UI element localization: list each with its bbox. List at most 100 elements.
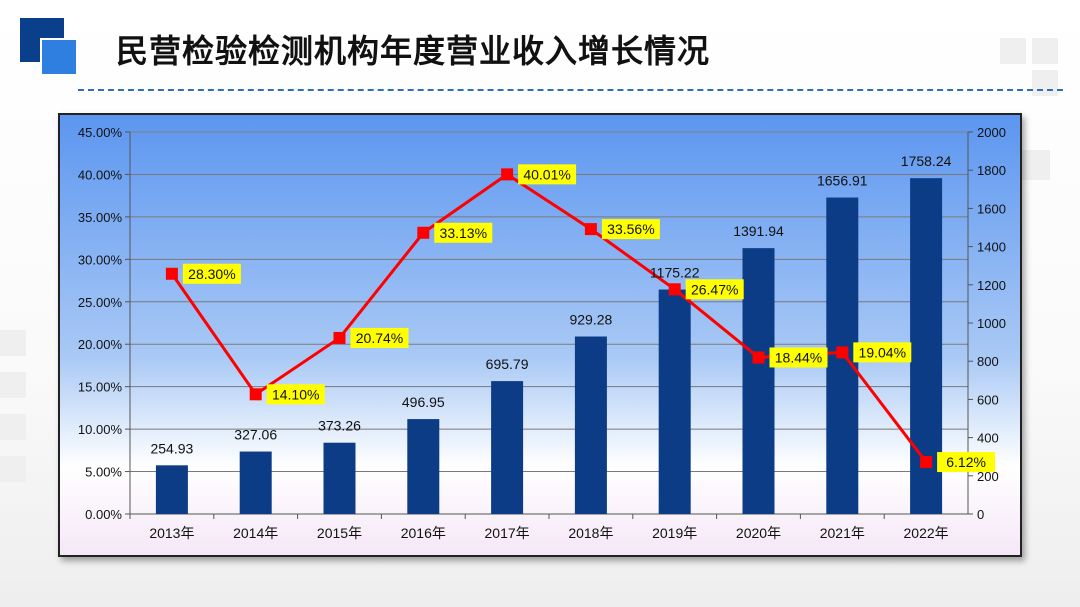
revenue-value-label: 1391.94 [733, 223, 784, 239]
growth-rate-label: 18.44% [775, 349, 822, 365]
growth-rate-marker [836, 346, 849, 359]
revenue-bar [574, 336, 607, 514]
revenue-value-label: 327.06 [234, 427, 277, 443]
x-axis-tick-label: 2018年 [568, 525, 613, 541]
revenue-value-label: 695.79 [486, 356, 529, 372]
decor-square [1032, 38, 1058, 64]
left-axis-tick-label: 5.00% [85, 465, 122, 480]
revenue-value-label: 1758.24 [901, 153, 952, 169]
right-axis-tick-label: 600 [977, 392, 999, 407]
growth-rate-marker [333, 331, 346, 344]
title-divider [78, 89, 1063, 91]
growth-rate-label-background [685, 279, 744, 300]
growth-rate-marker [165, 267, 178, 280]
revenue-bar [658, 289, 691, 514]
growth-rate-marker [501, 168, 514, 181]
growth-rate-label-background [350, 327, 409, 348]
revenue-value-label: 929.28 [569, 312, 612, 328]
decor-square [0, 414, 26, 440]
right-axis-tick-label: 1200 [977, 278, 1006, 293]
left-axis-tick-label: 0.00% [85, 507, 122, 522]
revenue-bar [742, 248, 775, 514]
page-title: 民营检验检测机构年度营业收入增长情况 [116, 32, 711, 70]
growth-rate-label-background [182, 263, 241, 284]
revenue-value-label: 1175.22 [650, 265, 700, 281]
right-axis-tick-label: 0 [977, 507, 984, 522]
growth-rate-label-group: 6.12% [937, 452, 996, 473]
growth-rate-label-group: 33.56% [601, 219, 660, 240]
left-axis-tick-label: 25.00% [78, 295, 123, 310]
growth-rate-label-background [937, 452, 996, 473]
right-axis-tick-label: 200 [977, 469, 999, 484]
growth-rate-label-group: 20.74% [350, 327, 409, 348]
revenue-value-label: 373.26 [318, 418, 361, 434]
revenue-bar [155, 465, 188, 514]
logo-square-light [40, 38, 78, 76]
left-axis-tick-label: 35.00% [78, 210, 123, 225]
revenue-value-label: 1656.91 [817, 173, 868, 189]
growth-rate-label-background [266, 384, 325, 405]
left-axis-tick-label: 30.00% [78, 252, 123, 267]
right-axis-tick-label: 2000 [977, 125, 1006, 140]
growth-rate-label-background [601, 219, 660, 240]
right-axis-tick-label: 400 [977, 431, 999, 446]
x-axis-tick-label: 2020年 [736, 525, 781, 541]
growth-rate-label-group: 33.13% [434, 222, 493, 243]
decor-square [0, 330, 26, 356]
right-axis-tick-label: 1400 [977, 240, 1006, 255]
growth-rate-marker [249, 388, 262, 401]
x-axis-tick-label: 2014年 [233, 525, 278, 541]
growth-rate-label: 33.13% [440, 225, 487, 241]
revenue-bar [239, 451, 272, 514]
growth-rate-line [165, 168, 933, 469]
growth-rate-label: 19.04% [859, 344, 906, 360]
growth-rate-label-group: 28.30% [182, 263, 241, 284]
right-axis-tick-label: 1800 [977, 163, 1006, 178]
revenue-bars [155, 178, 943, 515]
x-axis-tick-label: 2015年 [317, 525, 362, 541]
x-axis-tick-label: 2019年 [652, 525, 697, 541]
right-axis-tick-label: 1600 [977, 201, 1006, 216]
decor-square [0, 456, 26, 482]
growth-rate-label-group: 14.10% [266, 384, 325, 405]
growth-rate-marker [920, 456, 933, 469]
right-axis-tick-label: 1000 [977, 316, 1006, 331]
decor-square [1000, 38, 1026, 64]
decor-square [1032, 70, 1058, 96]
x-axis-tick-label: 2022年 [904, 525, 949, 541]
left-axis-tick-label: 40.00% [78, 167, 123, 182]
left-axis-tick-label: 45.00% [78, 125, 123, 140]
x-axis-tick-label: 2021年 [820, 525, 865, 541]
chart-frame: 0.00% 5.00% 10.00% 15.00% 20.00% 25.00% 30.00%… [58, 113, 1022, 557]
growth-rate-label: 20.74% [356, 330, 403, 346]
left-axis-tick-label: 20.00% [78, 337, 123, 352]
revenue-bar [491, 381, 524, 514]
x-axis-tick-label: 2016年 [401, 525, 446, 541]
growth-rate-marker [584, 223, 597, 236]
revenue-value-label: 496.95 [402, 394, 445, 410]
data-labels: 254.93 327.06 373.26 496.95 695.79 929.28 1175… [150, 153, 996, 473]
growth-rate-label: 6.12% [946, 454, 986, 470]
growth-rate-label: 33.56% [607, 221, 654, 237]
growth-rate-label: 28.30% [188, 266, 235, 282]
right-axis-tick-label: 800 [977, 354, 999, 369]
growth-rate-label-group: 26.47% [685, 279, 744, 300]
revenue-bar [323, 442, 356, 514]
x-axis-tick-label: 2013年 [149, 525, 194, 541]
growth-rate-label-group: 18.44% [769, 347, 828, 368]
growth-rate-label: 40.01% [523, 166, 570, 182]
decor-square [0, 372, 26, 398]
growth-rate-label-background [434, 222, 493, 243]
revenue-value-label: 254.93 [150, 440, 193, 456]
growth-rate-marker [417, 226, 430, 239]
axes: 0.00% 5.00% 10.00% 15.00% 20.00% 25.00% 30.00%… [78, 125, 1006, 541]
growth-rate-label-group: 40.01% [518, 164, 577, 185]
growth-rate-label: 26.47% [691, 281, 738, 297]
growth-rate-label-background [769, 347, 828, 368]
x-axis-tick-label: 2017年 [485, 525, 530, 541]
revenue-bar [407, 419, 440, 514]
growth-rate-line-path [170, 172, 928, 463]
decor-square [1020, 150, 1050, 180]
growth-rate-marker [668, 283, 681, 296]
left-axis-tick-label: 15.00% [78, 380, 123, 395]
